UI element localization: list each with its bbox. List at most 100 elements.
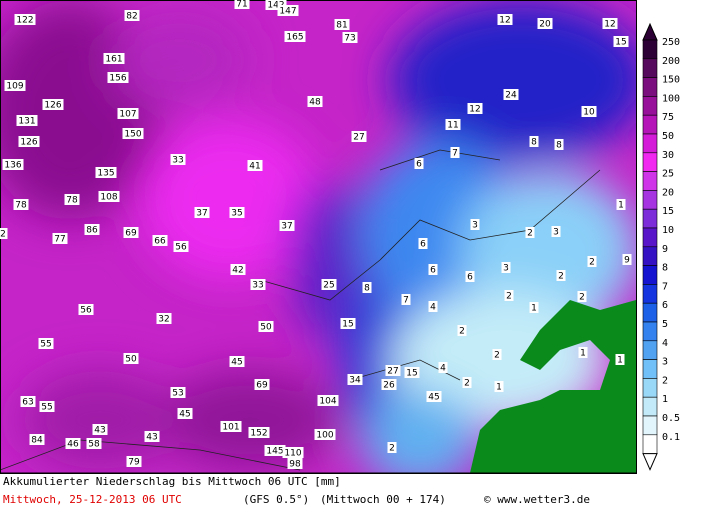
map-value: 2 [506, 292, 512, 302]
label-box [52, 233, 68, 244]
label-box [385, 365, 401, 376]
footer-date: Mittwoch, 25-12-2013 06 UTC [3, 493, 182, 506]
label-box [124, 10, 140, 21]
map-value: 78 [15, 201, 27, 211]
precip-field [0, 0, 636, 473]
legend-swatch [642, 114, 658, 135]
label-box [556, 270, 566, 281]
map-value: 66 [154, 237, 166, 247]
map-value: 107 [119, 110, 136, 120]
borders [0, 149, 601, 471]
label-box [465, 271, 475, 282]
label-box [418, 238, 428, 249]
map-value: 2 [558, 272, 564, 282]
label-box [126, 456, 142, 467]
legend-label: 0.1 [662, 432, 680, 443]
legend-swatch [642, 133, 658, 154]
map-value: 136 [4, 161, 21, 171]
label-box [254, 379, 270, 390]
legend-label: 10 [662, 225, 674, 236]
label-box [250, 279, 266, 290]
label-box [551, 226, 561, 237]
label-box [265, 0, 287, 10]
legend-swatch [642, 39, 658, 60]
label-box [401, 294, 411, 305]
map-value: 131 [18, 117, 35, 127]
label-box [65, 438, 81, 449]
label-box [2, 159, 24, 170]
map-value: 1 [618, 201, 624, 211]
footer-model: (GFS 0.5°) [243, 493, 309, 506]
legend-label: 250 [662, 37, 680, 48]
legend-label: 5 [662, 319, 668, 330]
map-value: 43 [94, 426, 105, 436]
label-box [503, 89, 519, 100]
label-box [86, 438, 102, 449]
map-value: 69 [256, 381, 268, 391]
legend-label: 3 [662, 357, 668, 368]
legend-swatch [642, 208, 658, 229]
label-box [248, 427, 270, 438]
map-value: 12 [469, 105, 480, 115]
map-value: 50 [260, 323, 272, 333]
label-box [362, 282, 372, 293]
label-box [492, 349, 502, 360]
map-value: 156 [109, 74, 126, 84]
label-box [414, 158, 424, 169]
map-value: 165 [286, 33, 303, 43]
label-box [264, 445, 286, 456]
map-value: 55 [40, 340, 51, 350]
label-box [613, 36, 629, 47]
label-box [247, 160, 263, 171]
legend-arrow-top [642, 22, 658, 41]
map-value: 126 [20, 138, 37, 148]
label-box [144, 431, 160, 442]
map-value: 81 [336, 21, 347, 31]
map-value: 37 [281, 222, 292, 232]
map-value: 142 [267, 1, 284, 11]
footer-title: Akkumulierter Niederschlag bis Mittwoch … [3, 475, 341, 488]
map-value: 104 [319, 397, 336, 407]
label-box [529, 136, 539, 147]
map-value: 1 [531, 304, 537, 314]
map-value: 43 [146, 433, 157, 443]
legend-swatch [642, 152, 658, 172]
label-box [525, 227, 535, 238]
map-value: 6 [416, 160, 422, 170]
footer-credit: © www.wetter3.de [484, 493, 590, 506]
legend-label: 25 [662, 169, 674, 180]
label-box [156, 313, 172, 324]
map-value: 2 [589, 258, 595, 268]
map-value: 7 [403, 296, 409, 306]
map-value: 73 [344, 34, 355, 44]
label-box [230, 264, 246, 275]
label-box [351, 131, 367, 142]
label-box [554, 139, 564, 150]
label-box [504, 290, 514, 301]
map-value: 50 [125, 355, 137, 365]
map-value: 3 [503, 264, 509, 274]
label-box [4, 80, 26, 91]
legend-label: 6 [662, 300, 668, 311]
map-value: 48 [309, 98, 321, 108]
label-box [18, 136, 40, 147]
map-value: 8 [556, 141, 562, 151]
map-value: 53 [172, 389, 183, 399]
label-box [426, 391, 442, 402]
label-box [581, 106, 597, 117]
label-box [501, 262, 511, 273]
map-value: 86 [86, 226, 98, 236]
map-value: 1 [580, 349, 586, 359]
map-value: 2 [0, 230, 6, 240]
label-box [387, 442, 397, 453]
label-box [462, 377, 472, 388]
map-value: 98 [289, 460, 301, 470]
map-value: 1 [496, 383, 502, 393]
label-box [287, 458, 303, 469]
map-value: 145 [266, 447, 283, 457]
label-box [123, 353, 139, 364]
label-box [622, 254, 632, 265]
legend-swatch [642, 265, 658, 285]
map-value: 2 [459, 327, 465, 337]
